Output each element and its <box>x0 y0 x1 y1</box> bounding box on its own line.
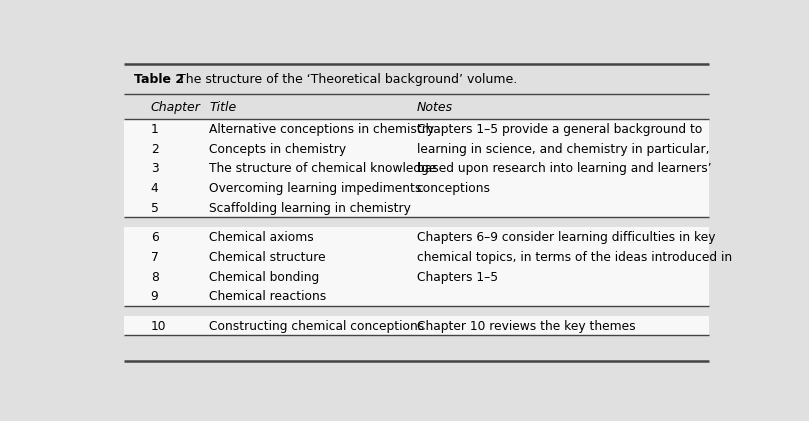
Text: Overcoming learning impediments: Overcoming learning impediments <box>209 182 421 195</box>
Text: Table 2: Table 2 <box>133 72 184 85</box>
Text: Notes: Notes <box>417 101 453 114</box>
Text: Title: Title <box>209 101 236 114</box>
Text: Chapters 1–5: Chapters 1–5 <box>417 271 498 284</box>
Text: 7: 7 <box>150 251 159 264</box>
Text: 6: 6 <box>150 231 159 244</box>
Text: Chapter: Chapter <box>150 101 201 114</box>
Text: learning in science, and chemistry in particular,: learning in science, and chemistry in pa… <box>417 143 709 156</box>
Text: based upon research into learning and learners’: based upon research into learning and le… <box>417 163 711 176</box>
Text: Chapter 10 reviews the key themes: Chapter 10 reviews the key themes <box>417 320 635 333</box>
Text: Chemical structure: Chemical structure <box>209 251 326 264</box>
Text: Scaffolding learning in chemistry: Scaffolding learning in chemistry <box>209 202 411 215</box>
Text: Chemical axioms: Chemical axioms <box>209 231 314 244</box>
Text: 9: 9 <box>150 290 159 303</box>
Text: 2: 2 <box>150 143 159 156</box>
Bar <box>125 64 709 93</box>
Text: 3: 3 <box>150 163 159 176</box>
Text: The structure of chemical knowledge: The structure of chemical knowledge <box>209 163 437 176</box>
Text: conceptions: conceptions <box>417 182 490 195</box>
Text: The structure of the ‘Theoretical background’ volume.: The structure of the ‘Theoretical backgr… <box>170 72 517 85</box>
Text: 4: 4 <box>150 182 159 195</box>
Text: 10: 10 <box>150 320 166 333</box>
Text: 5: 5 <box>150 202 159 215</box>
Bar <box>125 119 709 217</box>
Text: 8: 8 <box>150 271 159 284</box>
Text: Chapters 1–5 provide a general background to: Chapters 1–5 provide a general backgroun… <box>417 123 702 136</box>
Text: Chapters 6–9 consider learning difficulties in key: Chapters 6–9 consider learning difficult… <box>417 231 715 244</box>
Bar <box>125 316 709 336</box>
Bar <box>125 227 709 306</box>
Text: chemical topics, in terms of the ideas introduced in: chemical topics, in terms of the ideas i… <box>417 251 731 264</box>
Text: Alternative conceptions in chemistry: Alternative conceptions in chemistry <box>209 123 434 136</box>
Text: Concepts in chemistry: Concepts in chemistry <box>209 143 346 156</box>
Bar <box>125 217 709 227</box>
Text: Chemical bonding: Chemical bonding <box>209 271 320 284</box>
Bar <box>125 306 709 316</box>
Text: Constructing chemical conceptions: Constructing chemical conceptions <box>209 320 425 333</box>
Text: 1: 1 <box>150 123 159 136</box>
Bar <box>125 93 709 119</box>
Text: Chemical reactions: Chemical reactions <box>209 290 326 303</box>
